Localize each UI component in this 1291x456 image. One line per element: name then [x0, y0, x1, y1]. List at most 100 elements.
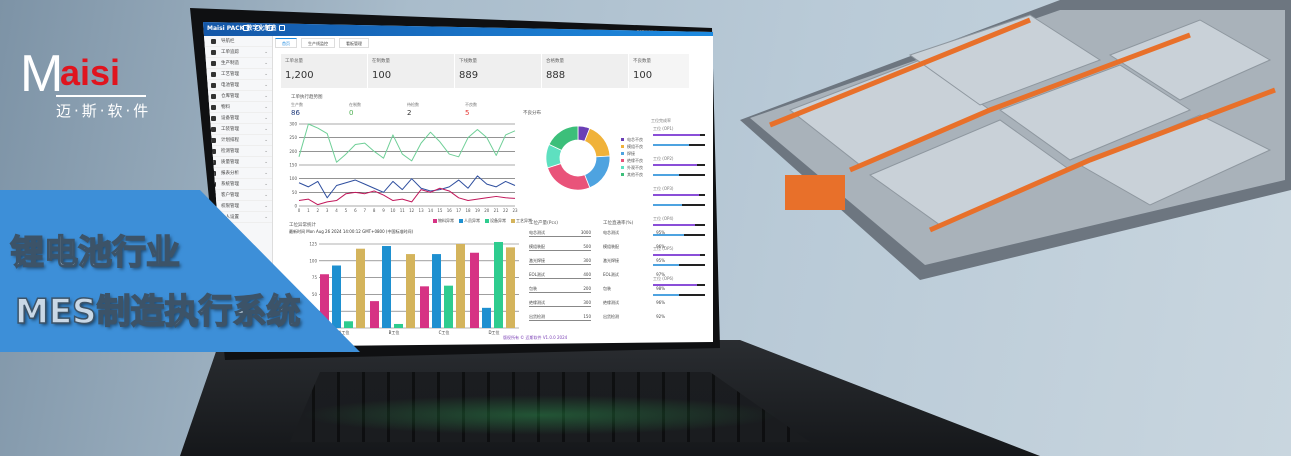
table-row: 模组装配 500: [529, 244, 591, 251]
legend-item[interactable]: 物料异常: [433, 218, 454, 224]
legend-item[interactable]: 人员异常: [459, 218, 480, 224]
menu-item-icon: [211, 126, 216, 132]
keyboard-backlight: [300, 395, 780, 435]
progress-bar: [653, 144, 705, 146]
sidebar-item[interactable]: 工艺管理 ⌄: [203, 69, 272, 80]
stat-card: 工单总量 1,200: [281, 54, 367, 88]
sidebar-title[interactable]: 导航栏: [203, 36, 272, 47]
file-icon[interactable]: [279, 25, 285, 31]
sidebar-item[interactable]: 检测管理 ⌄: [203, 146, 272, 157]
table-row: 绝缘测试 300: [529, 300, 591, 307]
sidebar-item[interactable]: 工单追踪 ⌄: [203, 47, 272, 58]
sidebar-item[interactable]: 电池管理 ⌄: [203, 80, 272, 91]
chevron-down-icon: ⌄: [264, 214, 268, 220]
chevron-down-icon: ⌄: [264, 148, 268, 154]
progress-bar: [653, 164, 705, 166]
x-tick-label: 13: [419, 208, 425, 213]
y-tick-label: 75: [312, 275, 318, 280]
legend-swatch: [621, 138, 624, 141]
bar: [494, 241, 503, 328]
keyboard: [290, 372, 810, 442]
progress-fill: [653, 144, 690, 146]
kpi-label: 不良数: [465, 102, 477, 107]
progress-bar: [653, 294, 705, 296]
bar: [382, 246, 391, 328]
donut-title: 不良分布: [523, 111, 541, 116]
progress-fill: [653, 224, 695, 226]
stat-card: 合格数量 888: [542, 54, 628, 88]
monitor-icon[interactable]: [243, 25, 249, 31]
progress-fill: [653, 254, 700, 256]
bar: [444, 285, 453, 328]
x-tick-label: 18: [465, 208, 471, 213]
y-tick-label: 100: [309, 258, 317, 263]
kpi-label: 待检数: [407, 102, 419, 107]
bar: [320, 274, 329, 328]
progress-fill: [653, 174, 679, 176]
progress-bar: [653, 284, 705, 286]
y-tick-label: 0: [294, 204, 297, 209]
x-tick-label: 6: [354, 208, 357, 213]
x-tick-label: 23: [512, 208, 518, 213]
progress-fill: [653, 204, 682, 206]
table-row: 绝缘测试 96%: [603, 300, 665, 305]
slogan-line1: 锂电池行业: [9, 232, 181, 274]
legend-swatch: [485, 219, 489, 223]
table-row: 出货检测 92%: [603, 314, 665, 319]
bar-chart: 0255075100125A工位B工位C工位D工位: [309, 241, 519, 335]
chevron-down-icon: ⌄: [264, 126, 268, 132]
table-row: 激光焊接 300: [529, 258, 591, 265]
menu-item-icon: [211, 148, 216, 154]
battery-pack-image: [730, 0, 1291, 290]
chevron-down-icon: ⌄: [264, 170, 268, 176]
chevron-down-icon: ⌄: [264, 71, 268, 77]
donut-slice: [547, 163, 591, 191]
sidebar-item[interactable]: 设备管理 ⌄: [203, 113, 272, 124]
x-tick-label: 12: [409, 208, 415, 213]
line-series: [298, 123, 516, 163]
sidebar-item[interactable]: 仓库管理 ⌄: [203, 91, 272, 102]
x-tick-label: A工位: [339, 329, 350, 335]
menu-item-icon: [211, 93, 216, 99]
progress-bar: [653, 134, 705, 136]
x-tick-label: 11: [400, 208, 406, 213]
progress-bar: [653, 254, 705, 256]
tab[interactable]: 首页: [275, 38, 297, 48]
progress-fill: [653, 234, 685, 236]
sidebar-item[interactable]: 质量管理 ⌄: [203, 157, 272, 168]
sidebar-item[interactable]: 生产制造 ⌄: [203, 58, 272, 69]
bar: [506, 247, 515, 328]
progress-fill: [653, 194, 699, 196]
send-icon[interactable]: [267, 25, 273, 31]
x-tick-label: 8: [373, 208, 376, 213]
y-tick-label: 250: [289, 135, 297, 140]
progress-bar: [653, 234, 705, 236]
menu-item-icon: [211, 82, 216, 88]
chevron-down-icon: ⌄: [264, 104, 268, 110]
menu-item-icon: [211, 159, 216, 165]
bar: [356, 248, 365, 328]
tab[interactable]: 生产线监控: [301, 38, 335, 48]
legend-label: 焊接: [627, 150, 635, 156]
legend-item[interactable]: 工艺异常: [511, 218, 532, 224]
legend-item[interactable]: 设备异常: [485, 218, 506, 224]
x-tick-label: 1: [307, 208, 310, 213]
menu-item-icon: [211, 60, 216, 66]
chevron-down-icon: ⌄: [264, 159, 268, 165]
sidebar-item[interactable]: 工装管理 ⌄: [203, 124, 272, 135]
progress-bar: [653, 204, 705, 206]
sidebar-item[interactable]: 计划排程 ⌄: [203, 135, 272, 146]
bar: [482, 307, 491, 328]
table-title: 工位直通率(%): [603, 221, 634, 226]
legend-label: 模组不良: [627, 143, 643, 149]
line-chart-title: 工单执行趋势图: [291, 95, 323, 100]
progress-title: 工位完成率: [651, 118, 671, 123]
gear-icon[interactable]: [255, 25, 261, 31]
chevron-down-icon: ⌄: [264, 49, 268, 55]
x-tick-label: 3: [326, 208, 329, 213]
table-row: EOL测试 400: [529, 272, 591, 279]
sidebar-item[interactable]: 物料 ⌄: [203, 102, 272, 113]
progress-fill: [653, 134, 700, 136]
tab[interactable]: 看板管理: [339, 38, 369, 48]
x-tick-label: C工位: [439, 329, 450, 335]
